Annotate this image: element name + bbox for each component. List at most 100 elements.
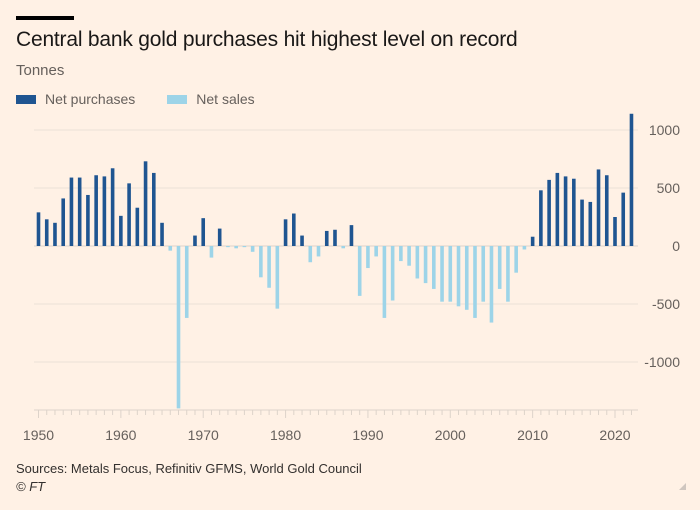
bar-net-sales: [366, 246, 370, 269]
bar-net-purchases: [629, 113, 634, 246]
bar-net-purchases: [143, 161, 148, 246]
bar-net-sales: [275, 246, 280, 309]
y-tick-label: -500: [652, 296, 680, 312]
x-tick-label: 2020: [599, 427, 630, 443]
bar-net-purchases: [119, 215, 123, 246]
bar-net-sales: [382, 246, 387, 318]
bar-net-purchases: [77, 177, 82, 246]
bar-net-purchases: [86, 194, 90, 246]
bar-net-sales: [473, 246, 477, 318]
bar-net-purchases: [588, 201, 593, 246]
bar-net-purchases: [580, 199, 584, 246]
legend: Net purchases Net sales: [16, 91, 287, 107]
bar-net-purchases: [44, 219, 49, 246]
chart-subtitle: Tonnes: [16, 62, 65, 79]
bar-net-sales: [440, 246, 444, 302]
bar-net-purchases: [604, 175, 609, 246]
x-tick-label: 1970: [188, 427, 219, 443]
bar-net-purchases: [621, 192, 626, 246]
bar-net-purchases: [349, 225, 354, 246]
bar-net-purchases: [300, 235, 304, 246]
bar-net-sales: [250, 246, 255, 252]
x-tick-label: 1980: [270, 427, 301, 443]
bar-net-purchases: [36, 212, 41, 246]
bar-net-sales: [176, 246, 181, 409]
bar-net-purchases: [596, 169, 601, 246]
bar-net-purchases: [193, 235, 197, 246]
copyright: © FT: [16, 479, 46, 494]
bar-net-purchases: [110, 168, 115, 246]
bar-net-purchases: [283, 219, 288, 246]
bar-net-purchases: [94, 175, 98, 246]
bar-net-sales: [390, 246, 395, 301]
bar-net-purchases: [539, 190, 543, 246]
bar-net-sales: [464, 246, 469, 310]
bar-net-purchases: [613, 217, 617, 246]
x-tick-label: 2010: [517, 427, 548, 443]
bar-net-purchases: [127, 183, 131, 246]
bar-net-purchases: [135, 207, 140, 246]
legend-label: Net sales: [196, 91, 255, 107]
legend-swatch-net-purchases: [16, 94, 36, 104]
bar-net-purchases: [152, 172, 156, 246]
bar-net-sales: [234, 246, 238, 249]
x-tick-label: 1950: [23, 427, 54, 443]
legend-item-net-purchases: Net purchases: [16, 91, 135, 107]
bar-net-purchases: [324, 230, 329, 246]
chart-title: Central bank gold purchases hit highest …: [16, 28, 518, 51]
bar-net-sales: [242, 246, 247, 248]
y-tick-label: 0: [672, 238, 680, 254]
bar-net-purchases: [333, 229, 337, 246]
bar-net-sales: [522, 246, 527, 250]
bar-net-sales: [432, 246, 436, 289]
bar-net-sales: [259, 246, 263, 278]
bar-net-purchases: [53, 222, 57, 246]
y-tick-label: -1000: [644, 354, 680, 370]
bar-net-purchases: [530, 236, 535, 246]
bar-net-sales: [423, 246, 428, 284]
y-tick-label: 500: [657, 180, 681, 196]
bar-net-purchases: [547, 179, 551, 246]
bar-net-sales: [209, 246, 214, 258]
bar-net-sales: [407, 246, 411, 266]
bar-net-sales: [341, 246, 346, 249]
bar-net-sales: [448, 246, 453, 302]
bar-net-purchases: [572, 178, 576, 246]
bar-net-sales: [415, 246, 420, 279]
bar-net-sales: [357, 246, 362, 296]
bar-net-purchases: [563, 176, 568, 246]
bar-net-purchases: [217, 228, 222, 246]
bar-net-purchases: [555, 172, 560, 246]
bar-net-sales: [267, 246, 271, 288]
bar-net-purchases: [201, 218, 206, 246]
bar-net-purchases: [61, 198, 66, 246]
bar-net-sales: [316, 246, 321, 257]
x-tick-label: 2000: [435, 427, 466, 443]
x-tick-label: 1960: [105, 427, 136, 443]
bar-net-purchases: [292, 213, 296, 246]
bar-net-sales: [399, 246, 403, 262]
legend-swatch-net-sales: [167, 94, 188, 104]
bar-net-sales: [481, 246, 486, 302]
bar-net-purchases: [160, 222, 164, 246]
bar-net-purchases: [69, 177, 74, 246]
header-rule: [16, 16, 74, 20]
bar-net-sales: [514, 246, 518, 273]
bar-net-sales: [308, 246, 313, 263]
legend-label: Net purchases: [45, 91, 136, 107]
bar-net-sales: [184, 246, 189, 318]
bar-net-sales: [168, 246, 173, 251]
source-note: Sources: Metals Focus, Refinitiv GFMS, W…: [16, 461, 362, 476]
bar-net-sales: [489, 246, 494, 323]
resize-handle-icon: [679, 483, 686, 490]
bar-net-sales: [374, 246, 378, 257]
legend-item-net-sales: Net sales: [167, 91, 255, 107]
y-tick-label: 1000: [649, 122, 680, 138]
bar-net-sales: [506, 246, 510, 302]
bar-net-sales: [497, 246, 502, 289]
x-tick-label: 1990: [352, 427, 383, 443]
bar-net-sales: [456, 246, 461, 307]
bar-net-sales: [226, 246, 230, 248]
bar-net-purchases: [102, 176, 107, 246]
